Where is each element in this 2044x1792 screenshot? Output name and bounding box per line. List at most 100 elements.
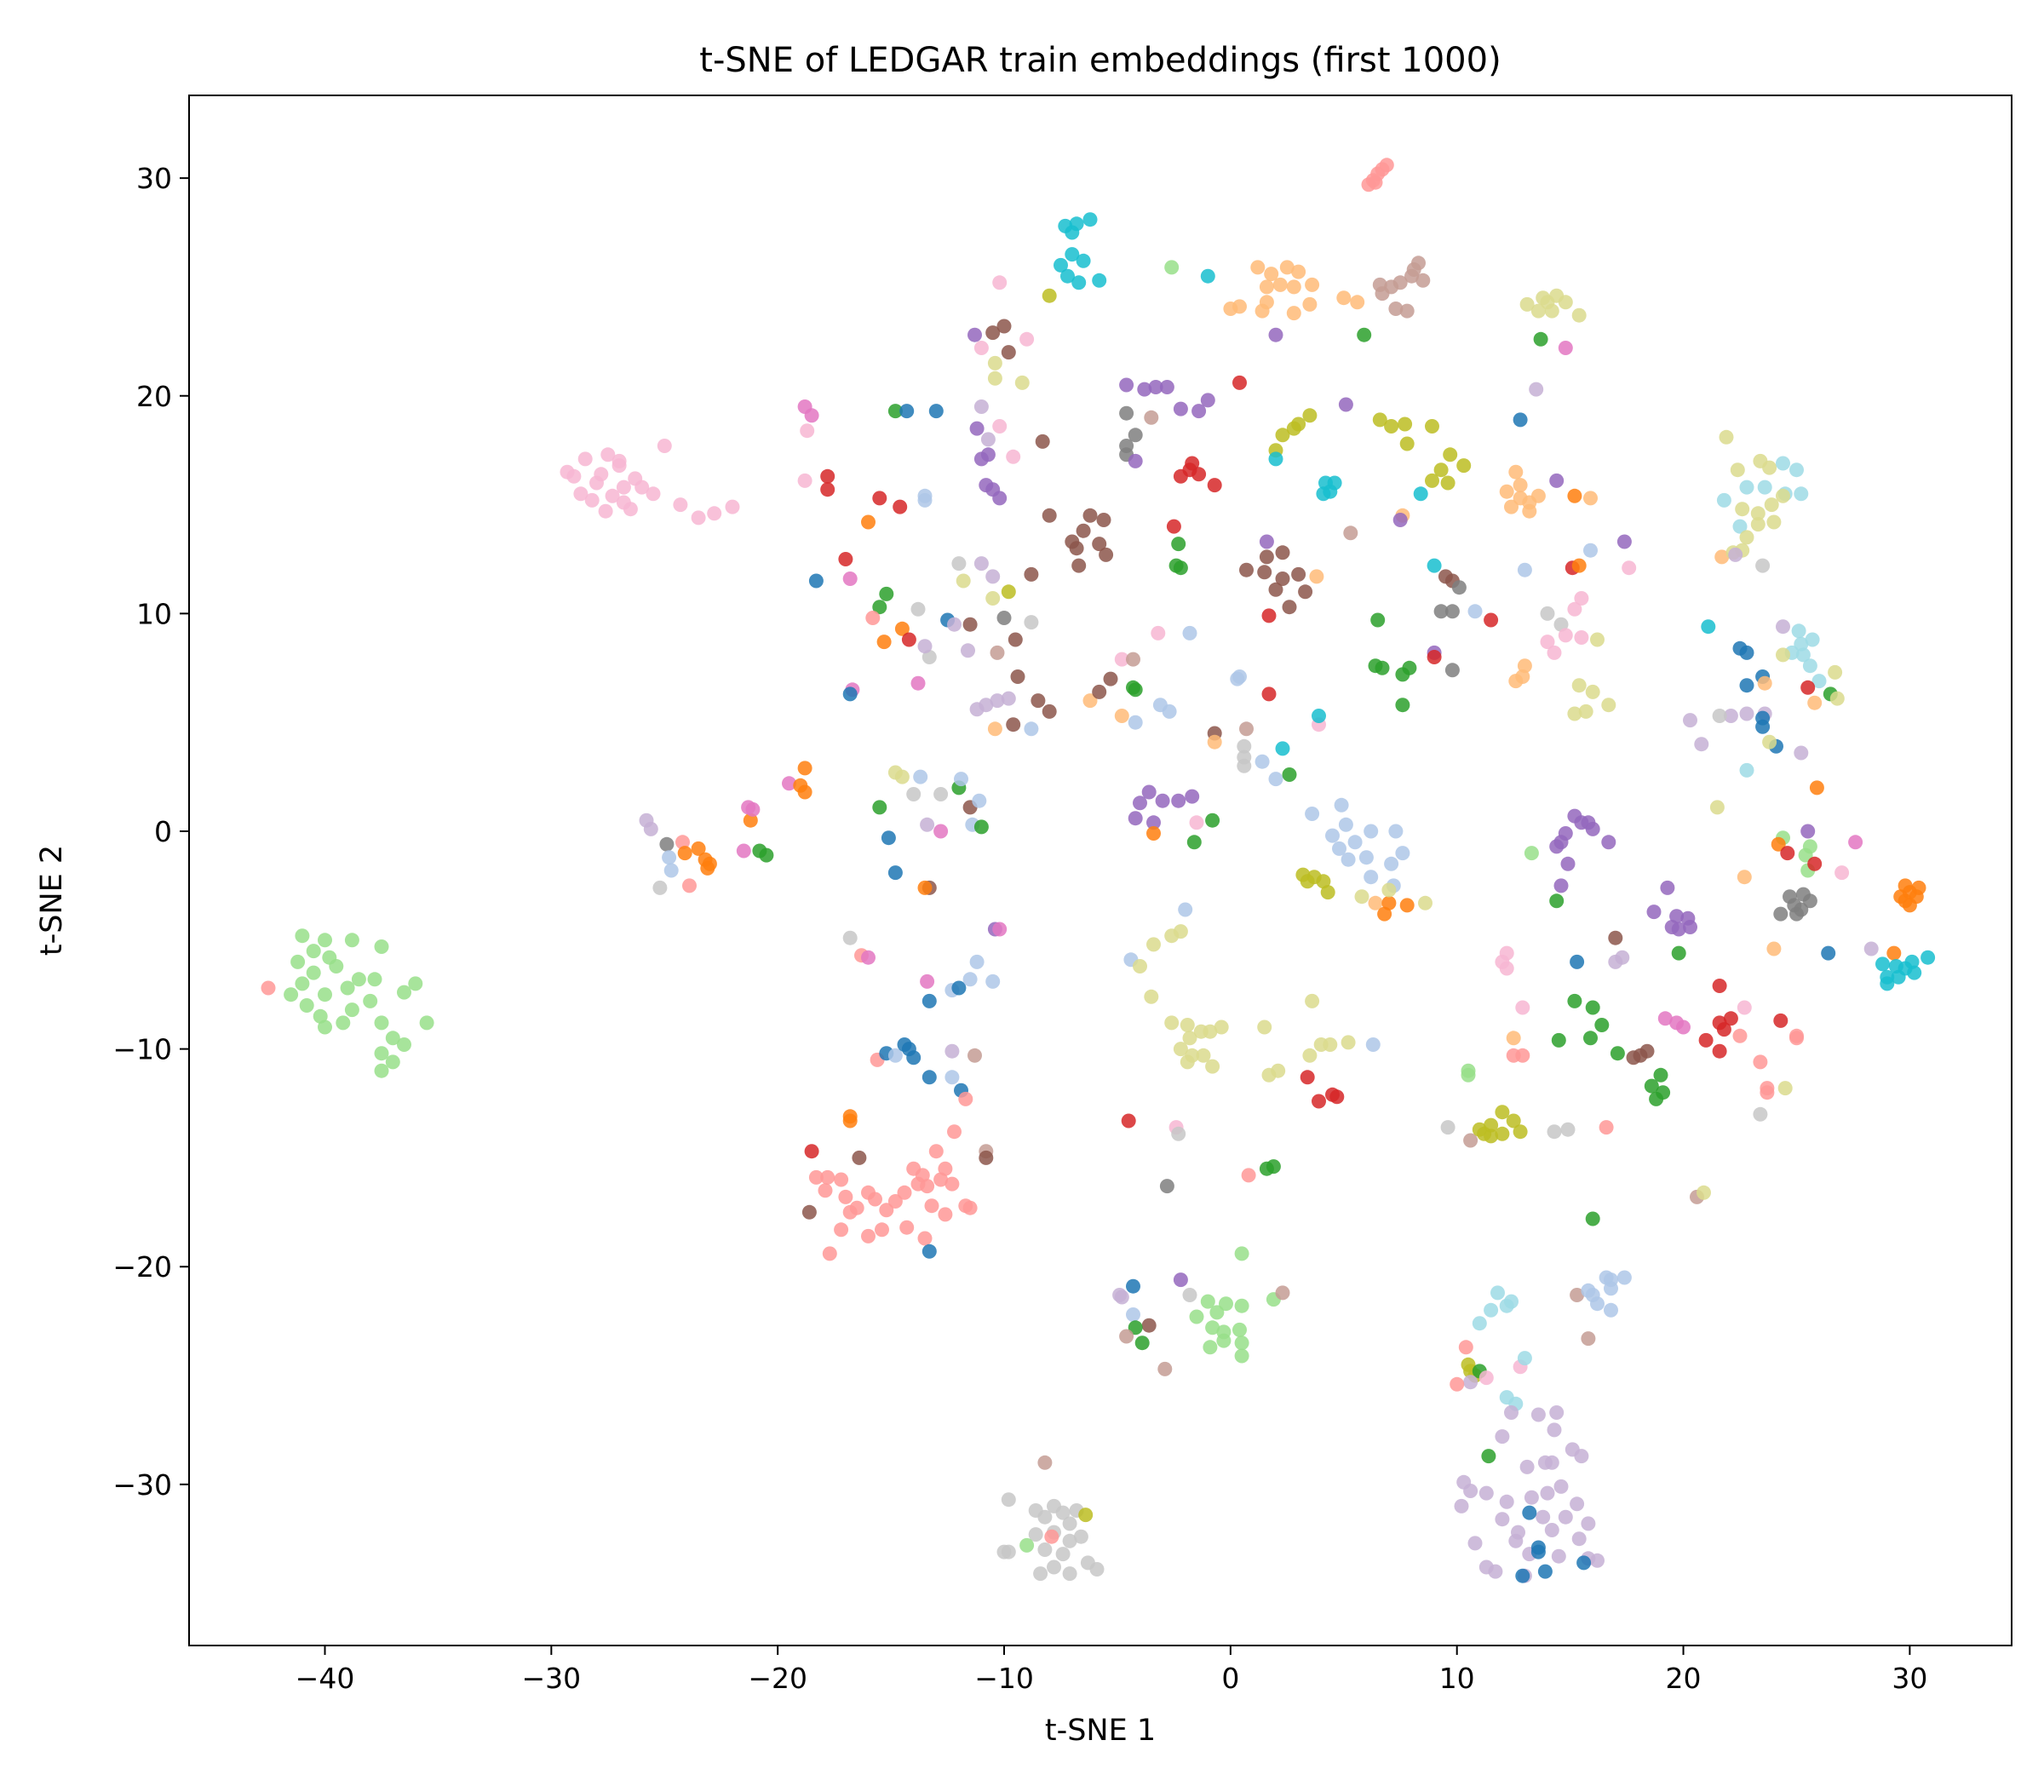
data-point <box>1504 1294 1519 1309</box>
data-point <box>917 488 933 503</box>
data-point <box>1571 1531 1587 1547</box>
data-point <box>928 1144 944 1159</box>
data-point <box>1530 488 1546 503</box>
data-point <box>663 863 679 878</box>
data-point <box>1399 303 1415 319</box>
data-point <box>1537 1455 1553 1470</box>
data-point <box>1055 1505 1071 1520</box>
data-point <box>1698 1032 1714 1048</box>
data-point <box>808 1169 824 1185</box>
data-point <box>1524 846 1539 861</box>
x-tick-label: 20 <box>1666 1662 1702 1695</box>
data-point <box>1506 1031 1521 1046</box>
x-tick-label: 10 <box>1439 1662 1475 1695</box>
data-point <box>1203 1340 1218 1355</box>
data-point <box>924 1198 939 1214</box>
data-point <box>990 645 1005 660</box>
data-point <box>1141 1318 1157 1333</box>
data-point <box>1443 447 1458 462</box>
data-point <box>1332 841 1346 856</box>
data-point <box>1893 889 1909 905</box>
data-point <box>1001 1492 1016 1508</box>
data-point <box>1544 303 1559 319</box>
data-point <box>1776 647 1790 663</box>
data-point <box>1506 1113 1521 1129</box>
data-point <box>1585 1211 1600 1226</box>
data-point <box>1764 497 1779 513</box>
data-point <box>1037 1455 1053 1470</box>
data-point <box>584 492 600 508</box>
data-point <box>736 843 751 859</box>
data-point <box>972 793 987 808</box>
data-point <box>385 1031 400 1046</box>
data-point <box>1495 1105 1510 1120</box>
data-point <box>1907 965 1922 980</box>
data-point <box>1207 734 1222 750</box>
data-point <box>1065 225 1080 240</box>
data-point <box>1162 704 1177 719</box>
data-point <box>1571 307 1587 323</box>
data-point <box>1128 682 1143 698</box>
data-point <box>1558 1509 1573 1525</box>
data-point <box>1268 451 1283 467</box>
data-point <box>1789 462 1804 478</box>
data-point <box>1404 268 1419 284</box>
data-point <box>1024 566 1039 582</box>
data-point <box>1798 847 1813 863</box>
data-point <box>1216 1324 1232 1340</box>
data-point <box>865 611 881 625</box>
data-point <box>1402 660 1417 675</box>
data-point <box>985 569 1001 584</box>
data-point <box>973 556 989 571</box>
data-point <box>1205 1320 1220 1335</box>
data-point <box>295 928 310 944</box>
data-point <box>1343 526 1358 541</box>
data-point <box>1205 1059 1220 1074</box>
data-point <box>992 275 1008 290</box>
data-point <box>1148 380 1163 394</box>
data-point <box>1347 835 1363 850</box>
data-point <box>1234 1298 1249 1313</box>
data-point <box>987 721 1002 737</box>
data-point <box>1368 895 1383 910</box>
data-point <box>1697 1185 1711 1200</box>
data-point <box>1570 1496 1585 1512</box>
data-point <box>1141 784 1157 800</box>
data-point <box>397 1037 411 1052</box>
data-point <box>1553 878 1569 893</box>
data-point <box>1381 882 1397 898</box>
data-point <box>1863 941 1879 956</box>
data-point <box>1411 256 1426 271</box>
data-point <box>1440 1120 1455 1135</box>
data-point <box>1585 684 1600 699</box>
data-point <box>1639 1043 1655 1059</box>
data-point <box>1302 1048 1318 1063</box>
data-point <box>913 769 928 784</box>
data-point <box>662 850 677 865</box>
data-point <box>1173 401 1188 416</box>
data-point <box>1425 419 1439 434</box>
data-point <box>691 841 706 856</box>
data-point <box>1644 1078 1659 1094</box>
data-point <box>1540 635 1555 650</box>
data-point <box>1581 1331 1596 1347</box>
data-point <box>1291 416 1306 432</box>
data-point <box>1001 584 1016 600</box>
x-tick-label: −10 <box>974 1662 1034 1695</box>
data-point <box>1282 600 1297 615</box>
data-point <box>1601 835 1616 850</box>
data-point <box>1078 1508 1094 1523</box>
data-point <box>682 878 697 893</box>
data-point <box>872 491 887 506</box>
data-point <box>1601 698 1616 713</box>
data-point <box>1234 1246 1249 1261</box>
data-point <box>1415 273 1431 288</box>
y-tick-label: 20 <box>136 380 172 413</box>
data-point <box>1547 645 1562 660</box>
data-point <box>598 503 613 519</box>
data-point <box>1762 460 1777 475</box>
data-point <box>1164 260 1180 275</box>
data-point <box>1805 632 1820 647</box>
data-point <box>1463 1375 1478 1390</box>
data-point <box>1128 1320 1143 1335</box>
